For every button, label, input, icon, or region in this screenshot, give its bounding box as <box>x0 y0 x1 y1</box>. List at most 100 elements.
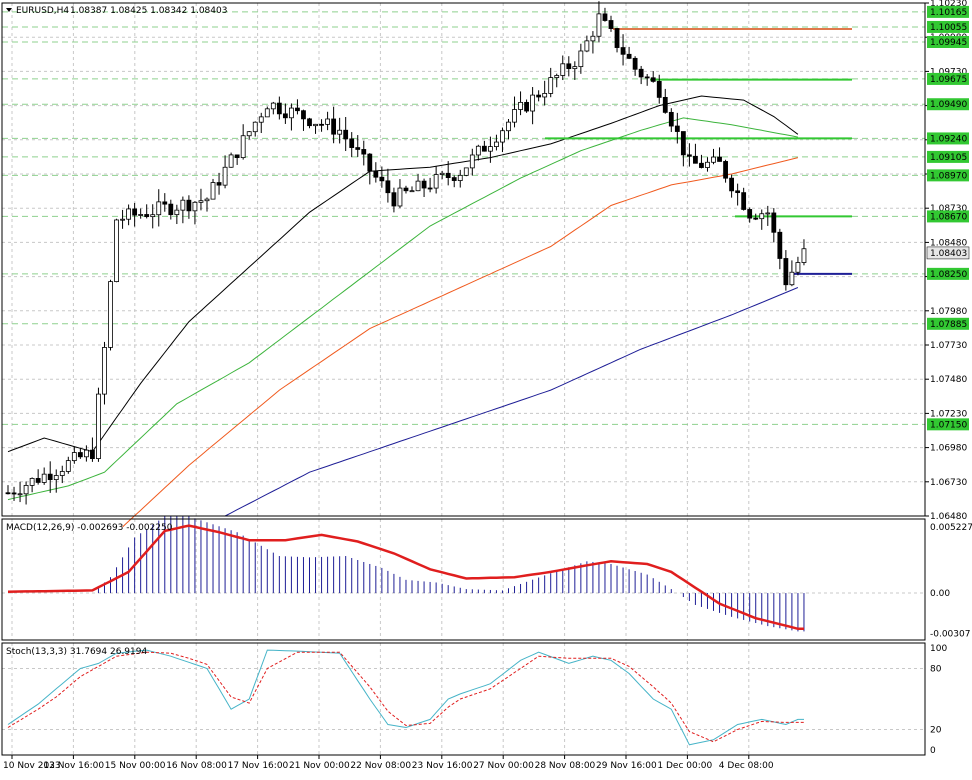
candle <box>35 469 41 485</box>
candle <box>391 187 397 213</box>
candle-body <box>494 141 499 148</box>
drawn-levels[interactable] <box>545 27 852 275</box>
candle <box>210 178 216 200</box>
candle <box>596 1 602 43</box>
candle-body <box>729 177 734 192</box>
time-tick-label: 16 Nov 08:00 <box>166 761 227 771</box>
candle <box>114 218 119 283</box>
candle-body <box>421 180 427 189</box>
candle <box>717 147 722 162</box>
time-tick-label: 23 Nov 16:00 <box>412 761 473 771</box>
candle-body <box>23 485 29 495</box>
candle-body <box>337 129 343 135</box>
candle-body <box>307 118 312 127</box>
level-tag <box>927 132 969 145</box>
candle-body <box>723 161 728 179</box>
candle-body <box>699 162 704 168</box>
stoch-tick-label: 100 <box>930 644 947 654</box>
candle <box>457 169 463 188</box>
candle-body <box>276 102 282 115</box>
candle <box>433 166 439 194</box>
level-tag-label: 1.09945 <box>930 38 967 48</box>
candle-body <box>686 154 692 157</box>
dropdown-triangle-icon[interactable] <box>6 8 12 12</box>
price-tick-label: 1.09730 <box>930 67 967 77</box>
candle <box>349 132 355 158</box>
level-tag <box>927 35 969 48</box>
candle <box>680 131 686 167</box>
moving-averages <box>7 95 799 528</box>
candle-body <box>705 161 710 168</box>
candle <box>795 256 801 276</box>
candle <box>385 168 391 203</box>
candle <box>83 445 89 462</box>
candle-body <box>584 40 590 52</box>
candle <box>632 56 638 76</box>
candle-body <box>680 131 686 156</box>
level-lines <box>2 11 925 425</box>
candle <box>644 73 650 86</box>
candle <box>626 46 632 60</box>
candle-body <box>596 13 602 37</box>
candle-body <box>282 113 288 119</box>
candle-body <box>246 131 252 137</box>
candle <box>421 178 427 198</box>
candle <box>144 204 150 219</box>
candle <box>729 174 734 198</box>
time-tick-label: 1 Dec 00:00 <box>657 761 712 771</box>
candle-body <box>759 213 765 220</box>
candle <box>415 174 421 192</box>
candle <box>469 148 475 176</box>
level-tag-label: 1.10055 <box>930 23 967 33</box>
candle-body <box>77 452 83 458</box>
candle-body <box>433 174 439 189</box>
candle-body <box>367 153 373 172</box>
candle-body <box>656 81 662 98</box>
candle <box>445 161 451 186</box>
price-tick-label: 1.08480 <box>930 238 967 248</box>
price-axis: 1.102301.099801.097301.094801.092301.089… <box>925 0 972 756</box>
candle <box>252 121 258 137</box>
candle-body <box>427 187 433 190</box>
candle-body <box>108 281 113 348</box>
candle <box>590 31 596 54</box>
candle-body <box>711 156 716 163</box>
candle-body <box>795 262 801 273</box>
candle-body <box>445 172 451 178</box>
candle <box>319 119 324 132</box>
candle-body <box>578 50 584 68</box>
candle-body <box>264 108 270 118</box>
candle <box>397 179 403 209</box>
candle <box>693 143 698 164</box>
candle-body <box>29 478 35 486</box>
candle <box>403 185 409 194</box>
stoch-tick-label: 0 <box>930 746 936 756</box>
candle <box>204 197 210 212</box>
candle-body <box>500 130 505 143</box>
candle-body <box>632 57 638 70</box>
level-tag <box>927 98 969 111</box>
candle <box>578 43 584 74</box>
candle-body <box>518 101 523 110</box>
candle-body <box>530 94 536 112</box>
candle <box>512 96 517 128</box>
candle <box>566 56 572 77</box>
level-tag-label: 1.09490 <box>930 100 967 110</box>
candle-body <box>204 198 210 202</box>
candle-body <box>319 123 324 126</box>
candle <box>662 88 668 114</box>
candle <box>741 187 747 211</box>
ma-slow-line <box>122 157 799 528</box>
candle <box>759 209 765 230</box>
candle-body <box>59 471 65 476</box>
candle <box>222 155 228 189</box>
candle <box>379 166 385 188</box>
stoch-tick-label: 80 <box>930 664 942 674</box>
candle <box>23 481 29 505</box>
time-tick-label: 27 Nov 00:00 <box>473 761 534 771</box>
candle <box>11 486 17 501</box>
candle <box>536 90 542 102</box>
candle-body <box>554 75 560 78</box>
